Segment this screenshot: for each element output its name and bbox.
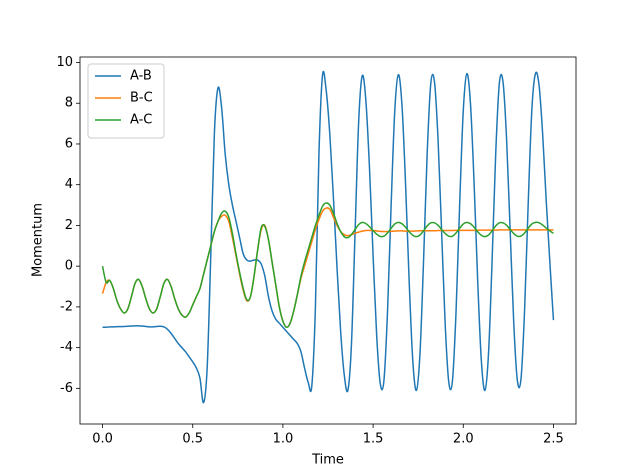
x-tick-label: 1.0 — [273, 432, 294, 447]
x-tick-label: 0.0 — [92, 432, 113, 447]
data-line — [102, 70, 555, 404]
y-tick-label: -2 — [60, 299, 73, 314]
y-tick-label: 2 — [65, 218, 73, 233]
x-axis-label: Time — [311, 453, 344, 468]
data-line — [101, 202, 554, 329]
y-tick-label: -4 — [60, 340, 73, 355]
y-tick-label: 6 — [65, 136, 73, 151]
y-tick-label: -6 — [60, 381, 73, 396]
x-tick-label: 0.5 — [182, 432, 203, 447]
y-tick-label: 8 — [65, 96, 73, 111]
y-tick-label: 10 — [56, 55, 73, 70]
legend-label: B-C — [130, 91, 153, 106]
axes-frame — [79, 56, 577, 425]
x-tick-label: 2.5 — [543, 432, 564, 447]
x-tick-label: 1.5 — [363, 432, 384, 447]
legend-label: A-B — [130, 69, 152, 84]
y-tick-label: 4 — [65, 177, 73, 192]
legend-label: A-C — [130, 113, 152, 128]
x-tick-label: 2.0 — [453, 432, 474, 447]
y-axis-label: Momentum — [31, 203, 46, 277]
y-tick-label: 0 — [65, 259, 73, 274]
